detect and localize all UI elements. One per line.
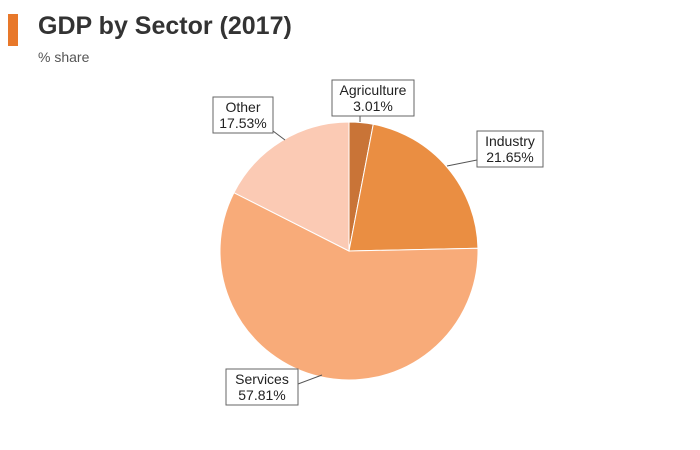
label-box-industry: [476, 130, 544, 168]
connector-industry: [446, 159, 478, 167]
chart-title: GDP by Sector (2017): [38, 12, 292, 40]
pie-slice-other: [233, 121, 350, 252]
label-box-agriculture: [331, 79, 415, 117]
pie-slice-industry: [348, 123, 479, 252]
slice-name-services: Services: [235, 371, 289, 387]
slice-value-services: 57.81%: [238, 387, 285, 403]
slice-name-industry: Industry: [485, 133, 535, 149]
title-accent-bar: [8, 14, 18, 46]
label-box-services: [225, 368, 299, 406]
chart-subtitle: % share: [38, 49, 90, 65]
label-box-other: [212, 96, 274, 134]
pie-slice-services: [219, 191, 479, 381]
connector-services: [297, 374, 323, 385]
slice-name-agriculture: Agriculture: [340, 82, 407, 98]
slice-value-agriculture: 3.01%: [353, 98, 393, 114]
slice-value-other: 17.53%: [219, 115, 266, 131]
slice-value-industry: 21.65%: [486, 149, 533, 165]
slice-name-other: Other: [225, 99, 260, 115]
connector-other: [272, 130, 286, 141]
